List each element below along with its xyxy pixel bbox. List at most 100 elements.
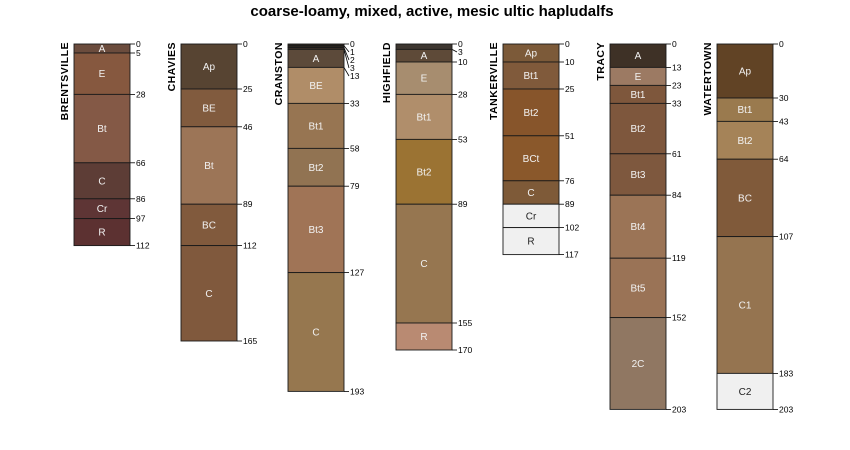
profile-name: BRENTSVILLE [59,42,71,120]
depth-tick [343,47,350,61]
horizon-label: Ap [739,67,752,78]
depth-label: 76 [565,176,575,186]
horizon-label: Bt2 [308,163,323,174]
depth-label: 30 [779,93,789,103]
profile-name: HIGHFIELD [381,42,393,103]
horizon-label: C [205,289,212,300]
depth-label: 193 [350,386,364,396]
horizon-label: E [421,74,428,85]
horizon-be [180,88,238,128]
depth-label: 155 [458,318,472,328]
depth-label: 58 [350,143,360,153]
depth-label: 46 [243,122,253,132]
profile-highfield: HIGHFIELD 03 A 10 E 28 Bt1 53 Bt2 89 C 155 R 170 [381,39,472,355]
depth-label: 86 [136,194,146,204]
depth-label: 61 [672,149,682,159]
horizon-label: BC [202,220,216,231]
depth-label: 112 [136,241,150,251]
depth-label: 43 [779,116,789,126]
depth-label: 79 [350,181,360,191]
depth-label: 25 [243,84,253,94]
depth-tick [343,45,350,53]
depth-label: 0 [136,39,141,49]
depth-label: 183 [779,368,793,378]
horizon-bt3 [609,153,667,196]
depth-label: 97 [136,214,146,224]
horizon-e [73,52,131,95]
depth-label: 203 [672,404,686,414]
depth-label: 165 [243,336,257,346]
profile-name: TANKERVILLE [488,42,500,120]
horizon-label: R [98,228,105,239]
depth-label: 107 [779,232,793,242]
horizon-label: Bt [204,161,214,172]
depth-label: 117 [565,250,579,260]
horizon-label: Bt3 [630,170,645,181]
horizon-bt1 [287,102,345,149]
horizon-bt3 [287,185,345,274]
horizon-label: Bt2 [416,167,431,178]
horizon-label: Cr [97,204,108,215]
depth-label: 203 [779,404,793,414]
depth-label: 152 [672,313,686,323]
horizon-label: Bt2 [630,124,645,135]
depth-label: 89 [243,199,253,209]
depth-label: 0 [458,39,463,49]
depth-label: 66 [136,158,146,168]
profile-name: CHAVIES [166,42,178,91]
depth-label: 33 [350,98,360,108]
horizon-label: Bt [97,124,107,135]
depth-label: 0 [779,39,784,49]
depth-label: 0 [565,39,570,49]
horizon-2c [609,317,667,410]
horizon-bt2 [395,138,453,205]
horizon-c [395,203,453,324]
depth-label: 2 [350,55,355,65]
depth-label: 13 [672,62,682,72]
depth-label: 28 [458,89,468,99]
horizon-label: C [527,188,534,199]
profile-watertown: WATERTOWN Ap 0 30 Bt1 43 Bt2 64 BC 107 C1 183 C2 203 [702,39,793,414]
horizon-label: Ap [203,62,216,73]
horizon-label: A [421,51,428,62]
horizon-bc [716,158,774,238]
horizon-label: Bt5 [630,283,645,294]
horizon-bt2 [609,102,667,155]
profile-brentsville: BRENTSVILLE A 05 E 28 Bt 66 C 86 Cr 97 R 112 [59,39,150,251]
horizon-label: A [99,44,106,55]
depth-label: 28 [136,89,146,99]
depth-label: 84 [672,190,682,200]
horizon-ap [716,43,774,99]
depth-tick [343,67,350,77]
horizon-label: Bt1 [308,121,323,132]
depth-label: 0 [243,39,248,49]
depth-label: 127 [350,268,364,278]
profile-tracy: TRACY A 0 13 E 23 Bt1 33 Bt2 61 Bt3 84 Bt4 119 Bt5 152 2… [595,39,686,414]
chart-title: coarse-loamy, mixed, active, mesic ultic… [250,3,613,20]
horizon-be [287,66,345,104]
horizon-label: Ap [525,49,538,60]
horizon-label: BE [309,81,323,92]
profile-name: WATERTOWN [702,42,714,116]
horizon-bt2 [716,120,774,160]
depth-label: 112 [243,241,257,251]
horizon-c [73,162,131,200]
horizon-r [502,227,560,256]
horizon-label: 2C [632,359,645,370]
horizon-c [287,272,345,392]
horizon-bt1 [395,93,453,140]
horizon-label: BC [738,193,752,204]
horizon-label: C1 [739,301,752,312]
depth-label: 64 [779,154,789,164]
horizon-label: Bt2 [523,108,538,119]
horizon-label: R [527,237,534,248]
horizon-label: BCt [523,154,540,165]
depth-tick [343,49,350,69]
depth-label: 33 [672,98,682,108]
horizon-label: Bt1 [737,105,752,116]
depth-tick [451,49,458,53]
depth-label: 102 [565,223,579,233]
horizon-bct [502,135,560,182]
